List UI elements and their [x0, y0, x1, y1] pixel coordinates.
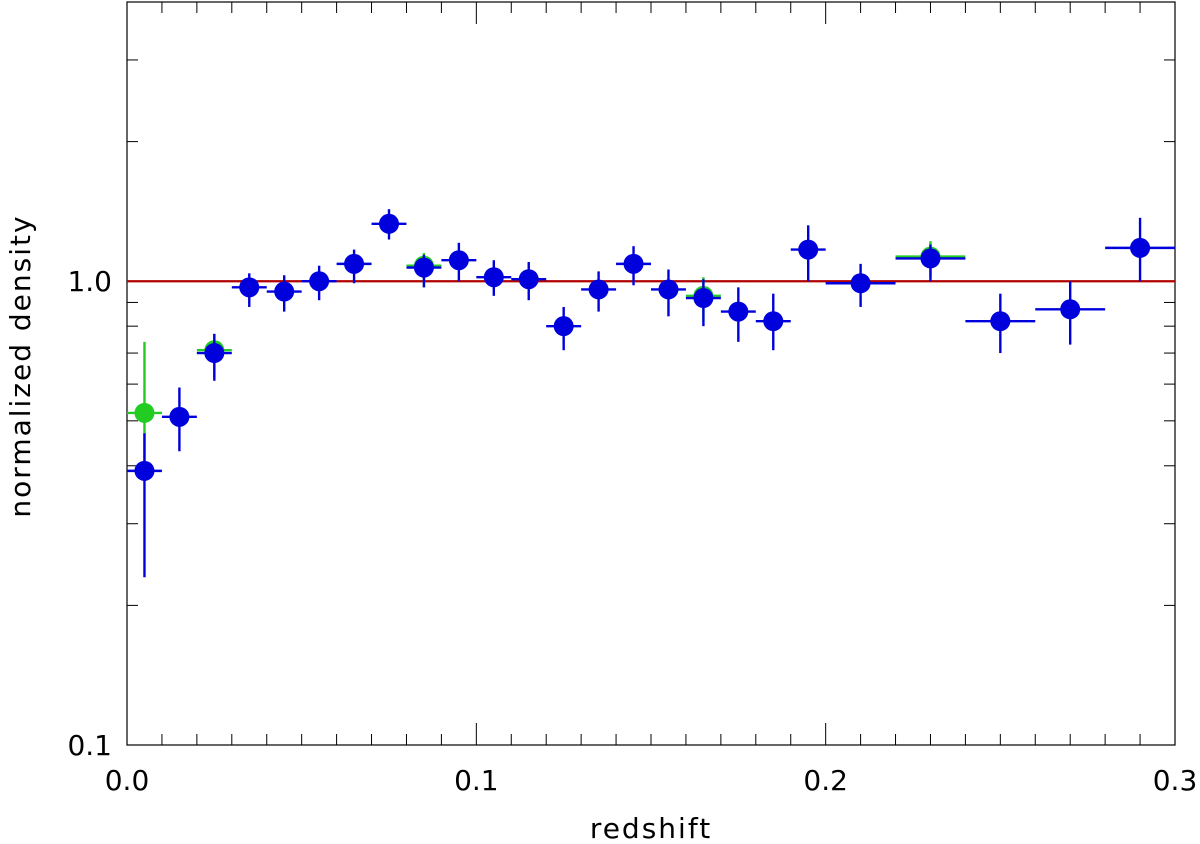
data-point — [850, 273, 871, 294]
data-point — [413, 257, 434, 278]
data-point — [658, 279, 679, 300]
data-point — [134, 402, 155, 423]
data-point — [518, 269, 539, 290]
data-point — [483, 267, 504, 288]
x-tick-label: 0.2 — [803, 764, 848, 797]
data-point — [448, 250, 469, 271]
data-point — [309, 271, 330, 292]
data-point — [623, 253, 644, 274]
data-point — [204, 343, 225, 364]
data-point — [379, 213, 399, 234]
x-tick-label: 0.0 — [105, 764, 150, 797]
data-point — [920, 248, 941, 269]
x-tick-label: 0.1 — [454, 764, 499, 797]
data-point — [344, 253, 365, 274]
series-blue — [127, 209, 1175, 578]
data-point — [134, 460, 155, 481]
plot-frame — [126, 1, 1176, 746]
data-point — [1130, 237, 1151, 258]
data-point — [169, 406, 190, 427]
plot-border — [126, 1, 1176, 746]
y-tick-label: 0.1 — [67, 729, 112, 762]
y-tick-label: 1.0 — [67, 265, 112, 298]
data-point — [990, 311, 1011, 332]
series-layer — [127, 209, 1175, 578]
axis-ticks — [126, 1, 1176, 746]
data-point — [728, 301, 749, 322]
data-point — [798, 239, 819, 260]
x-tick-label: 0.3 — [1153, 764, 1198, 797]
data-point — [553, 316, 574, 337]
data-point — [1060, 299, 1081, 320]
data-point — [588, 279, 609, 300]
data-point — [239, 277, 260, 298]
y-axis-label: normalized density — [4, 214, 37, 517]
tick-labels: 0.0 0.1 0.2 0.30.11.0 — [67, 265, 1197, 797]
data-point — [693, 288, 714, 309]
data-point — [274, 281, 295, 302]
x-axis-label: redshift — [590, 812, 712, 844]
series-green — [127, 241, 966, 477]
data-point — [763, 311, 784, 332]
